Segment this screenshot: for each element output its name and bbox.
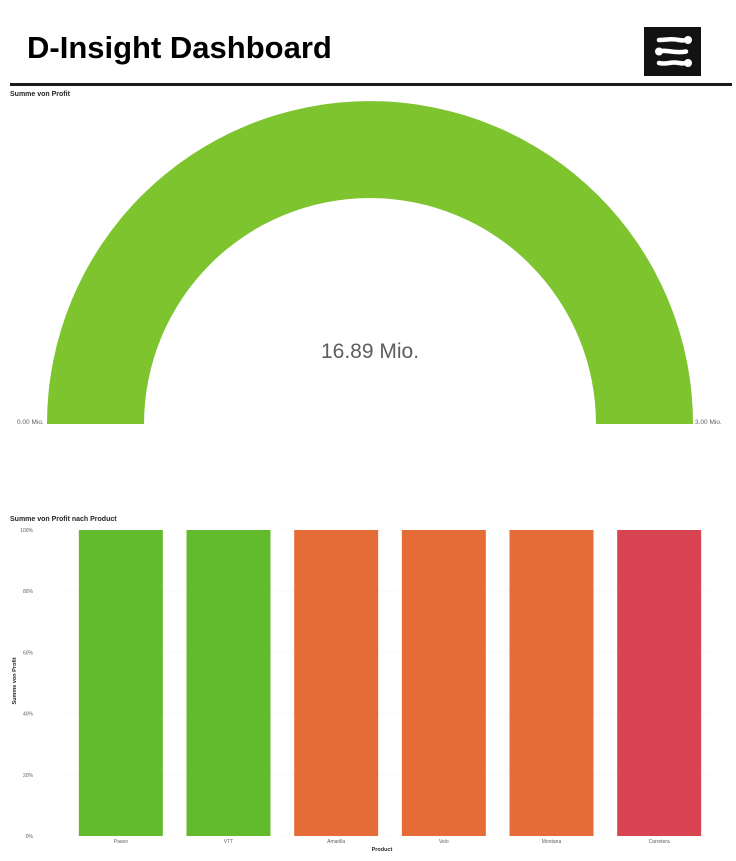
x-axis-label: Product (372, 847, 393, 853)
header-divider (10, 83, 732, 86)
connected-nodes-logo-icon (644, 27, 701, 76)
x-tick-label: Amarilla (327, 839, 345, 845)
x-tick-label: Paseo (114, 839, 128, 845)
bar-carretera[interactable] (617, 530, 702, 836)
gauge-min-label: 0.00 Mio. (17, 419, 44, 426)
bar-velo[interactable] (401, 530, 486, 836)
profit-by-product-bar-chart: 0% 20% 40% 60% 80% 100% Paseo VTT Amarilla Velo M… (12, 528, 713, 853)
bar-chart-title: Summe von Profit nach Product (10, 516, 117, 523)
bar-montana[interactable] (509, 530, 594, 836)
x-tick-label: Montana (542, 839, 562, 845)
y-tick-label: 40% (23, 712, 34, 718)
gauge-value-label: 16.89 Mio. (321, 340, 419, 363)
x-tick-label: VTT (224, 839, 233, 845)
gauge-title: Summe von Profit (10, 91, 70, 98)
gauge-fill-arc (47, 101, 693, 424)
page-title: D-Insight Dashboard (27, 30, 332, 65)
y-axis-label: Summe von Profit (12, 657, 18, 704)
x-tick-label: Carretera (649, 839, 670, 845)
bar-vtt[interactable] (186, 530, 271, 836)
y-tick-label: 0% (26, 834, 34, 840)
y-tick-label: 100% (20, 528, 33, 534)
y-tick-label: 80% (23, 589, 34, 595)
gauge-max-label: 3.00 Mio. (695, 419, 722, 426)
bar-amarilla[interactable] (294, 530, 379, 836)
y-tick-label: 60% (23, 650, 34, 656)
profit-gauge: 16.89 Mio. 0.00 Mio. 3.00 Mio. (17, 101, 722, 426)
x-tick-label: Velo (439, 839, 449, 845)
bar-paseo[interactable] (78, 530, 163, 836)
y-tick-label: 20% (23, 773, 34, 779)
